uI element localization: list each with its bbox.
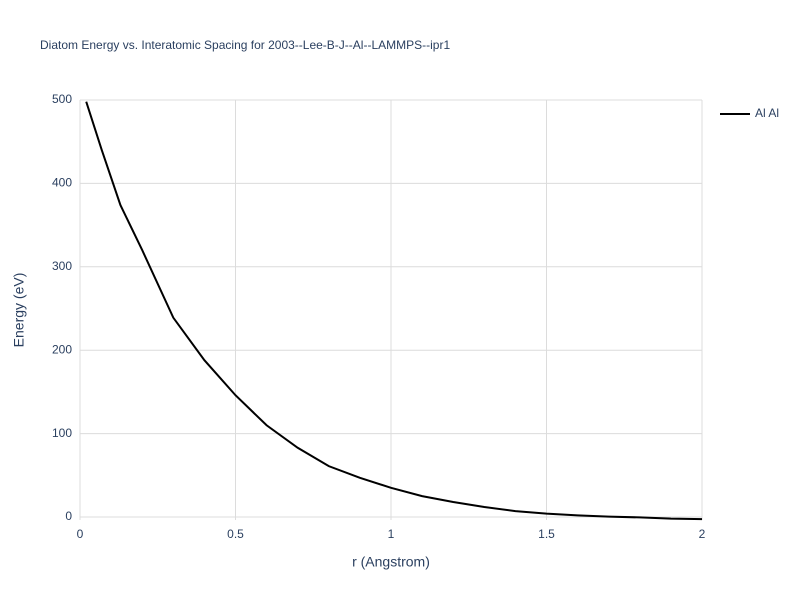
x-axis-label: r (Angstrom) (352, 554, 430, 570)
x-tick-label: 1.5 (538, 527, 555, 541)
x-tick-label: 0.5 (227, 527, 244, 541)
x-tick-label: 0 (77, 527, 84, 541)
legend-label: Al Al (755, 106, 779, 120)
y-tick-label: 100 (52, 426, 72, 440)
y-tick-label: 500 (52, 92, 72, 106)
y-tick-label: 400 (52, 176, 72, 190)
x-tick-label: 1 (388, 527, 395, 541)
data-line (85, 101, 703, 521)
y-tick-label: 0 (65, 509, 72, 523)
chart-title: Diatom Energy vs. Interatomic Spacing fo… (40, 38, 450, 52)
x-tick-label: 2 (699, 527, 706, 541)
y-tick-label: 300 (52, 259, 72, 273)
y-tick-label: 200 (52, 342, 72, 356)
y-axis-label: Energy (eV) (11, 273, 27, 348)
